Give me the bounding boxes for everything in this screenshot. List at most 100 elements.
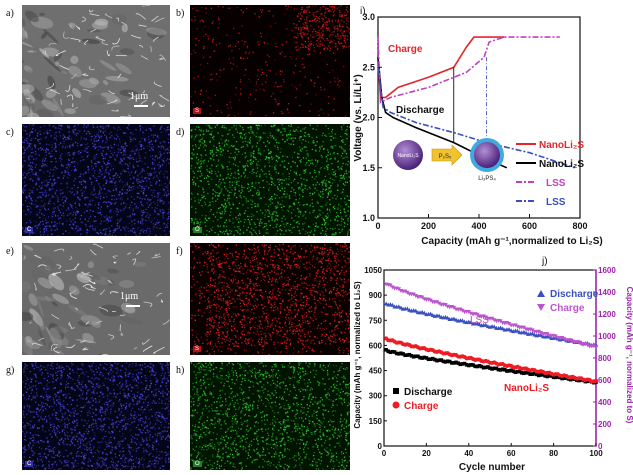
eds-signal-dot (254, 157, 256, 159)
eds-signal-dot (89, 200, 91, 202)
eds-signal-dot (299, 139, 301, 142)
eds-signal-dot (55, 137, 57, 139)
eds-signal-dot (117, 129, 119, 131)
eds-signal-dot (99, 195, 102, 197)
eds-signal-dot (197, 159, 200, 161)
eds-signal-dot (194, 218, 196, 220)
eds-signal-dot (130, 171, 132, 173)
eds-signal-dot (312, 163, 314, 165)
eds-signal-dot (168, 211, 170, 213)
eds-signal-dot (325, 6, 328, 8)
eds-signal-dot (256, 132, 258, 134)
eds-signal-dot (130, 201, 133, 204)
eds-signal-dot (327, 191, 330, 194)
sem-ridge (159, 54, 167, 61)
eds-signal-dot (340, 36, 342, 39)
eds-signal-dot (280, 342, 282, 344)
eds-signal-dot (92, 124, 94, 126)
sem-ridge (53, 248, 65, 252)
eds-signal-dot (31, 148, 33, 150)
eds-signal-dot (268, 165, 271, 167)
eds-signal-dot (41, 213, 43, 215)
eds-signal-dot (321, 17, 323, 20)
eds-signal-dot (259, 289, 262, 291)
eds-signal-dot (227, 140, 230, 142)
eds-signal-dot (312, 184, 314, 186)
eds-signal-dot (288, 184, 290, 186)
eds-signal-dot (282, 44, 284, 46)
eds-signal-dot (226, 293, 229, 295)
eds-signal-dot (157, 163, 160, 166)
eds-signal-dot (38, 148, 40, 150)
eds-signal-dot (123, 170, 126, 172)
eds-signal-dot (336, 211, 338, 214)
eds-signal-dot (217, 195, 219, 197)
eds-signal-dot (208, 175, 210, 178)
eds-signal-dot (291, 30, 293, 32)
sem-ridge (113, 261, 117, 264)
eds-signal-dot (255, 135, 257, 138)
eds-signal-dot (84, 181, 87, 183)
eds-signal-dot (216, 154, 218, 157)
eds-signal-dot (132, 182, 134, 184)
eds-signal-dot (83, 124, 85, 126)
eds-signal-dot (158, 172, 161, 175)
eds-signal-dot (271, 165, 273, 168)
eds-signal-dot (326, 216, 329, 219)
eds-signal-dot (321, 271, 324, 273)
eds-signal-dot (323, 179, 326, 181)
eds-signal-dot (149, 128, 152, 130)
eds-signal-dot (133, 188, 135, 190)
eds-signal-dot (237, 313, 239, 315)
eds-signal-dot (215, 310, 217, 312)
eds-signal-dot (100, 135, 102, 137)
eds-signal-dot (245, 199, 247, 201)
eds-signal-dot (286, 134, 288, 136)
eds-signal-dot (227, 198, 229, 200)
eds-signal-dot (217, 5, 220, 8)
eds-signal-dot (103, 176, 105, 179)
eds-signal-dot (302, 195, 304, 198)
eds-signal-dot (86, 229, 88, 232)
eds-signal-dot (334, 80, 336, 83)
eds-signal-dot (228, 146, 230, 148)
eds-signal-dot (163, 223, 165, 225)
eds-signal-dot (265, 244, 267, 246)
eds-signal-dot (231, 144, 233, 146)
eds-signal-dot (296, 33, 299, 35)
sem-grain (68, 65, 82, 78)
eds-signal-dot (77, 151, 79, 153)
eds-signal-dot (322, 23, 325, 26)
eds-signal-dot (278, 225, 281, 228)
eds-signal-dot (268, 156, 270, 159)
eds-signal-dot (257, 351, 259, 353)
eds-signal-dot (215, 184, 217, 186)
eds-signal-dot (214, 231, 216, 234)
eds-signal-dot (233, 345, 235, 347)
eds-signal-dot (197, 185, 200, 188)
eds-signal-dot (106, 218, 108, 220)
eds-signal-dot (194, 166, 197, 169)
eds-signal-dot (329, 209, 331, 211)
eds-signal-dot (235, 124, 238, 127)
eds-signal-dot (52, 211, 54, 213)
eds-signal-dot (207, 284, 210, 287)
eds-signal-dot (332, 153, 334, 155)
eds-signal-dot (232, 280, 234, 282)
eds-signal-dot (309, 44, 311, 46)
eds-signal-dot (94, 162, 96, 165)
sem-ridge (52, 271, 62, 276)
eds-signal-dot (329, 135, 331, 138)
eds-signal-dot (77, 226, 79, 228)
eds-signal-dot (275, 159, 278, 162)
eds-signal-dot (238, 180, 240, 183)
eds-signal-dot (67, 177, 69, 179)
eds-signal-dot (230, 62, 232, 64)
eds-signal-dot (90, 139, 93, 141)
eds-signal-dot (294, 137, 296, 139)
eds-signal-dot (265, 175, 268, 178)
sem-image-a: 1μm (22, 5, 170, 117)
eds-signal-dot (32, 180, 34, 182)
element-tag-d: O (193, 227, 202, 233)
eds-signal-dot (238, 202, 241, 204)
